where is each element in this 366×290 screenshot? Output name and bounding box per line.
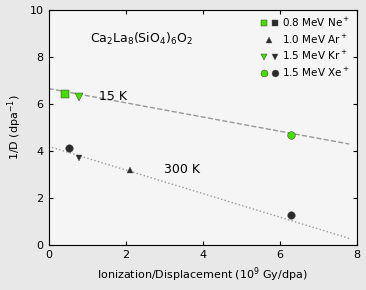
Y-axis label: 1/D (dpa$^{-1}$): 1/D (dpa$^{-1}$) — [5, 95, 24, 160]
Text: Ca$_2$La$_8$(SiO$_4$)$_6$O$_2$: Ca$_2$La$_8$(SiO$_4$)$_6$O$_2$ — [90, 31, 193, 47]
Text: 15 K: 15 K — [99, 90, 127, 103]
Text: 300 K: 300 K — [164, 164, 200, 177]
X-axis label: Ionization/Displacement (10$^9$ Gy/dpa): Ionization/Displacement (10$^9$ Gy/dpa) — [97, 266, 308, 284]
Legend: 0.8 MeV Ne$^+$, 1.0 MeV Ar$^+$, 1.5 MeV Kr$^+$, 1.5 MeV Xe$^+$: 0.8 MeV Ne$^+$, 1.0 MeV Ar$^+$, 1.5 MeV … — [258, 13, 354, 82]
